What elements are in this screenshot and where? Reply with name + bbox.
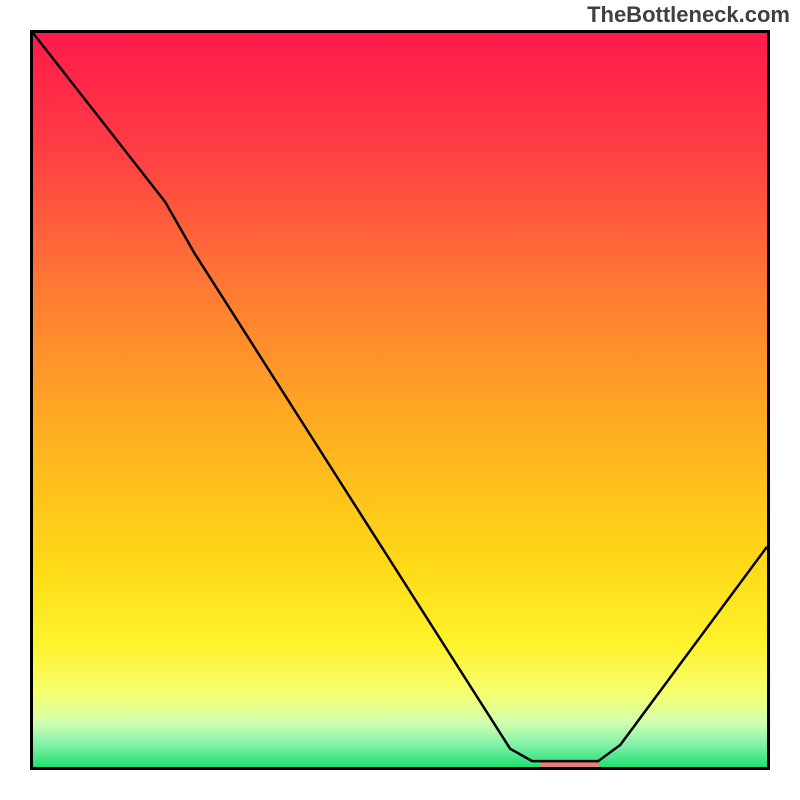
chart-container: TheBottleneck.com [0, 0, 800, 800]
attribution-text: TheBottleneck.com [587, 2, 790, 28]
curve-line [33, 33, 767, 767]
plot-area [30, 30, 770, 770]
